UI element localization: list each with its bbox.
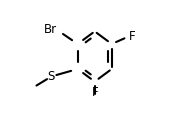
Text: S: S (48, 70, 55, 83)
Text: Br: Br (44, 23, 57, 36)
Text: F: F (91, 86, 98, 99)
Text: F: F (128, 30, 135, 43)
